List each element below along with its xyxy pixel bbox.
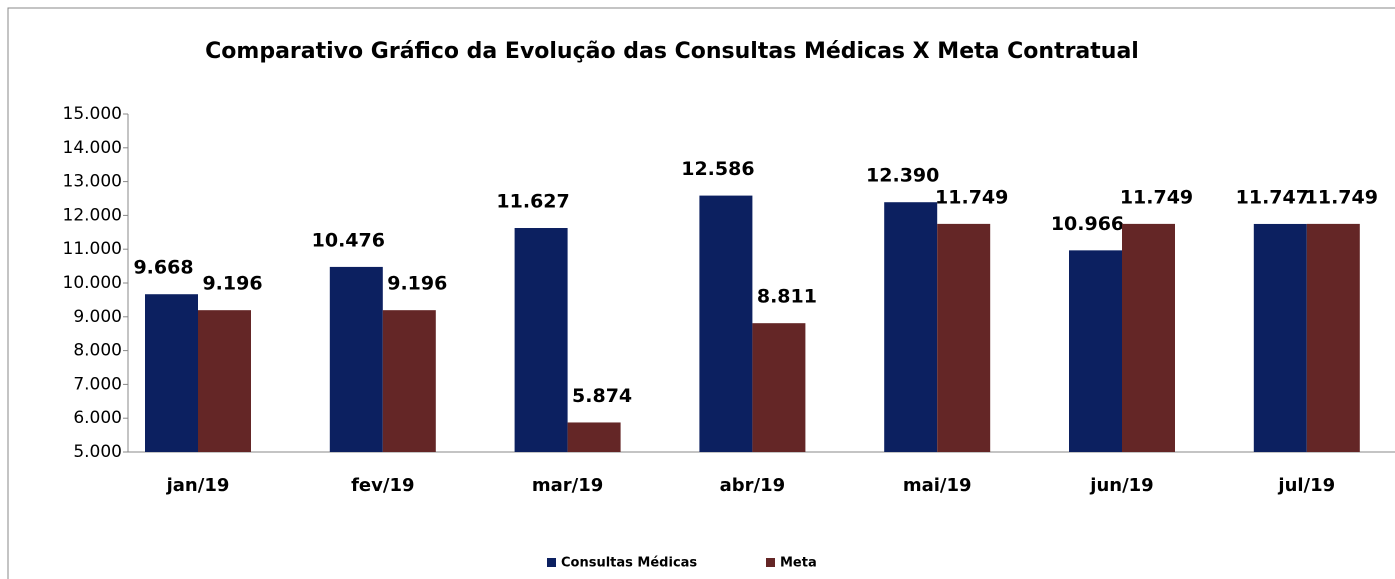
legend-label: Consultas Médicas — [561, 556, 697, 571]
value-label: 9.196 — [202, 273, 262, 295]
x-tick-label: jun/19 — [1089, 475, 1153, 496]
bar — [1122, 223, 1175, 452]
x-tick-label: mar/19 — [532, 475, 603, 496]
value-label: 9.196 — [387, 273, 447, 295]
bar — [329, 266, 383, 452]
value-label: 11.749 — [1305, 186, 1378, 208]
x-tick-label: jan/19 — [166, 475, 230, 496]
legend-swatch — [547, 558, 556, 567]
value-label: 11.747 — [1236, 186, 1309, 208]
bar — [884, 202, 938, 452]
bar — [145, 294, 198, 452]
value-label: 10.476 — [312, 229, 385, 251]
x-tick-label: mai/19 — [903, 475, 972, 496]
y-tick-label: 6.000 — [73, 408, 122, 428]
bar — [1069, 250, 1122, 452]
x-tick-label: fev/19 — [351, 475, 414, 496]
bar — [514, 228, 568, 452]
value-label: 11.749 — [1120, 186, 1193, 208]
value-label: 5.874 — [572, 385, 632, 407]
bar — [1253, 223, 1307, 452]
bar — [382, 310, 436, 452]
y-tick-label: 14.000 — [63, 138, 122, 158]
legend-swatch — [766, 558, 775, 567]
y-tick-label: 5.000 — [73, 442, 122, 462]
y-tick-label: 15.000 — [63, 104, 122, 124]
x-tick-label: jul/19 — [1277, 475, 1335, 496]
value-label: 9.668 — [133, 257, 193, 279]
y-tick-label: 8.000 — [73, 341, 122, 361]
bar — [1306, 223, 1360, 452]
value-label: 11.627 — [496, 191, 569, 213]
y-tick-label: 11.000 — [63, 239, 122, 259]
bar — [699, 195, 753, 452]
value-label: 8.811 — [757, 286, 817, 308]
chart-frame — [7, 7, 1395, 579]
chart-title: Comparativo Gráfico da Evolução das Cons… — [205, 39, 1139, 64]
bar — [567, 422, 621, 452]
value-label: 12.390 — [866, 165, 939, 187]
x-tick-label: abr/19 — [720, 475, 786, 496]
y-tick-label: 7.000 — [73, 374, 122, 394]
y-tick-label: 12.000 — [63, 205, 122, 225]
value-label: 12.586 — [681, 158, 754, 180]
y-tick-label: 9.000 — [73, 307, 122, 327]
value-label: 11.749 — [935, 186, 1008, 208]
y-tick-label: 10.000 — [63, 273, 122, 293]
legend-label: Meta — [780, 556, 817, 571]
bar — [752, 323, 806, 452]
value-label: 10.966 — [1051, 213, 1124, 235]
bar — [937, 223, 991, 452]
y-tick-label: 13.000 — [63, 172, 122, 192]
bar — [198, 310, 251, 452]
